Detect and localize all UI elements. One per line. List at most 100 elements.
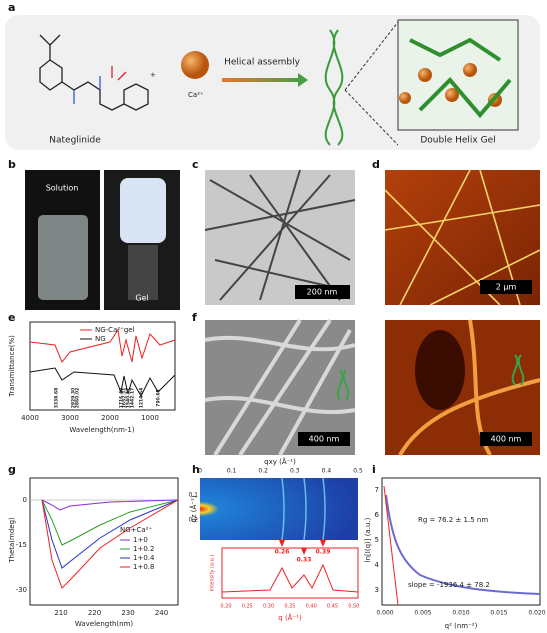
tick-label: 210 [54,609,67,617]
ion-label: Ca²⁺ [188,91,204,99]
legend-entry: 1+0.4 [133,554,155,562]
legend-title: NG+Ca²⁺ [120,526,153,534]
afm-pore [415,330,465,410]
guinier-fit [383,485,399,606]
tick-label: 0.1 [227,468,237,475]
legend-entry: 1+0 [133,536,148,544]
tick-label: 0.30 [263,604,274,610]
arrow [222,73,308,87]
cd-curve [41,499,179,569]
plot-frame [381,477,541,606]
vial-cap [128,245,158,300]
tem-fibers [204,169,356,301]
panel-label: g [8,463,16,476]
molecular-snapshot [397,19,519,131]
ir-curve-gel [29,328,176,363]
inset-frame [221,547,359,599]
scale-bar: 400 nm [491,435,522,444]
tick-label: 0.000 [376,610,393,617]
panel-label: h [192,463,200,476]
photo-label: Solution [46,184,79,193]
sem-fibers [204,318,356,457]
peak-label: 2860.02 [75,388,81,409]
top-axis-label: qxy (Å⁻¹) [264,457,296,466]
peak-label: 1652.31 [122,388,128,409]
tick-label: 0 [198,468,202,475]
cd-curve [41,499,179,511]
snapshot-atoms [399,37,512,119]
tick-label: 0.015 [490,610,507,617]
scale-bar: 2 μm [496,283,517,292]
panel-label: c [192,158,199,171]
scale-box [480,280,532,294]
cd-curve [41,499,179,546]
tick-label: 0.005 [414,610,431,617]
zoom-lines [344,21,399,146]
inset-y-label: Intensity (a.u.) [210,555,216,592]
molecule-name: Nateglinide [49,136,101,146]
tick-label: 0.020 [528,610,545,617]
vial [38,215,88,300]
tick-label: 0.40 [306,604,317,610]
helix-icon [336,369,350,401]
tick-label: 1000 [141,414,159,422]
scale-bar: 400 nm [309,435,340,444]
tick-label: 230 [121,609,134,617]
tick-label: 6 [375,511,380,519]
tick-label: -15 [16,541,27,549]
ir-curve-ng [29,367,176,398]
x-axis-label: q² (nm⁻²) [445,622,478,630]
tick-label: 0.010 [452,610,469,617]
saxs-rings [281,477,326,541]
peak-label: 1214.64 [139,388,145,409]
inset-x-label: q (Å⁻¹) [278,613,302,622]
tick-label: 0.4 [322,468,332,475]
saxs-image [200,478,358,540]
tick-label: 4000 [21,414,39,422]
peak-label: 1716.40 [119,388,125,409]
gel-vial [120,178,166,243]
scale-bar: 200 nm [307,288,338,297]
inset-curve [221,563,359,593]
plus: + [150,71,156,79]
tick-label: 0.2 [188,517,198,524]
slope-annotation: slope = -1936.4 ± 78.2 [408,581,490,589]
tick-label: -30 [16,586,27,594]
legend-entry: NG [95,335,106,343]
plot-frame [29,321,176,411]
rg-annotation: Rg = 76.2 ± 1.5 nm [418,516,488,524]
tick-label: 240 [155,609,168,617]
tick-label: 0.50 [348,604,359,610]
y-axis-label: Theta(mdeg) [8,517,16,564]
peak-label: 0.39 [316,549,331,556]
peak-label: 1540.11 [126,388,132,409]
molecule-structure [39,34,149,111]
tick-label: 3 [375,586,379,594]
scale-box [295,285,350,299]
guinier-data [385,494,541,595]
tick-label: 5 [375,536,379,544]
peak-label: 3338.68 [54,388,60,409]
tick-label: 0.45 [327,604,338,610]
photo-label: Gel [135,294,148,303]
helix-icon [511,354,525,386]
tick-label: 0.3 [290,468,300,475]
calcium-ion [181,51,209,79]
tick-label: 3000 [61,414,79,422]
peak-arrows [279,540,326,555]
panel-label: d [372,158,380,171]
panel-label: b [8,158,16,171]
peak-label: 1442.17 [130,388,136,409]
scale-box [298,432,350,446]
x-axis-label: Wavelength(nm) [75,620,134,628]
peak-label: 790.65 [156,389,162,406]
cd-curve [41,499,179,589]
double-helix [324,29,344,146]
panel-label: e [8,311,15,324]
scale-box [480,432,532,446]
tick-label: 0.25 [242,604,253,610]
tick-label: 0.5 [353,468,363,475]
y-axis-label: Transmittance(%) [8,335,16,398]
peak-label: 2929.30 [71,388,77,409]
